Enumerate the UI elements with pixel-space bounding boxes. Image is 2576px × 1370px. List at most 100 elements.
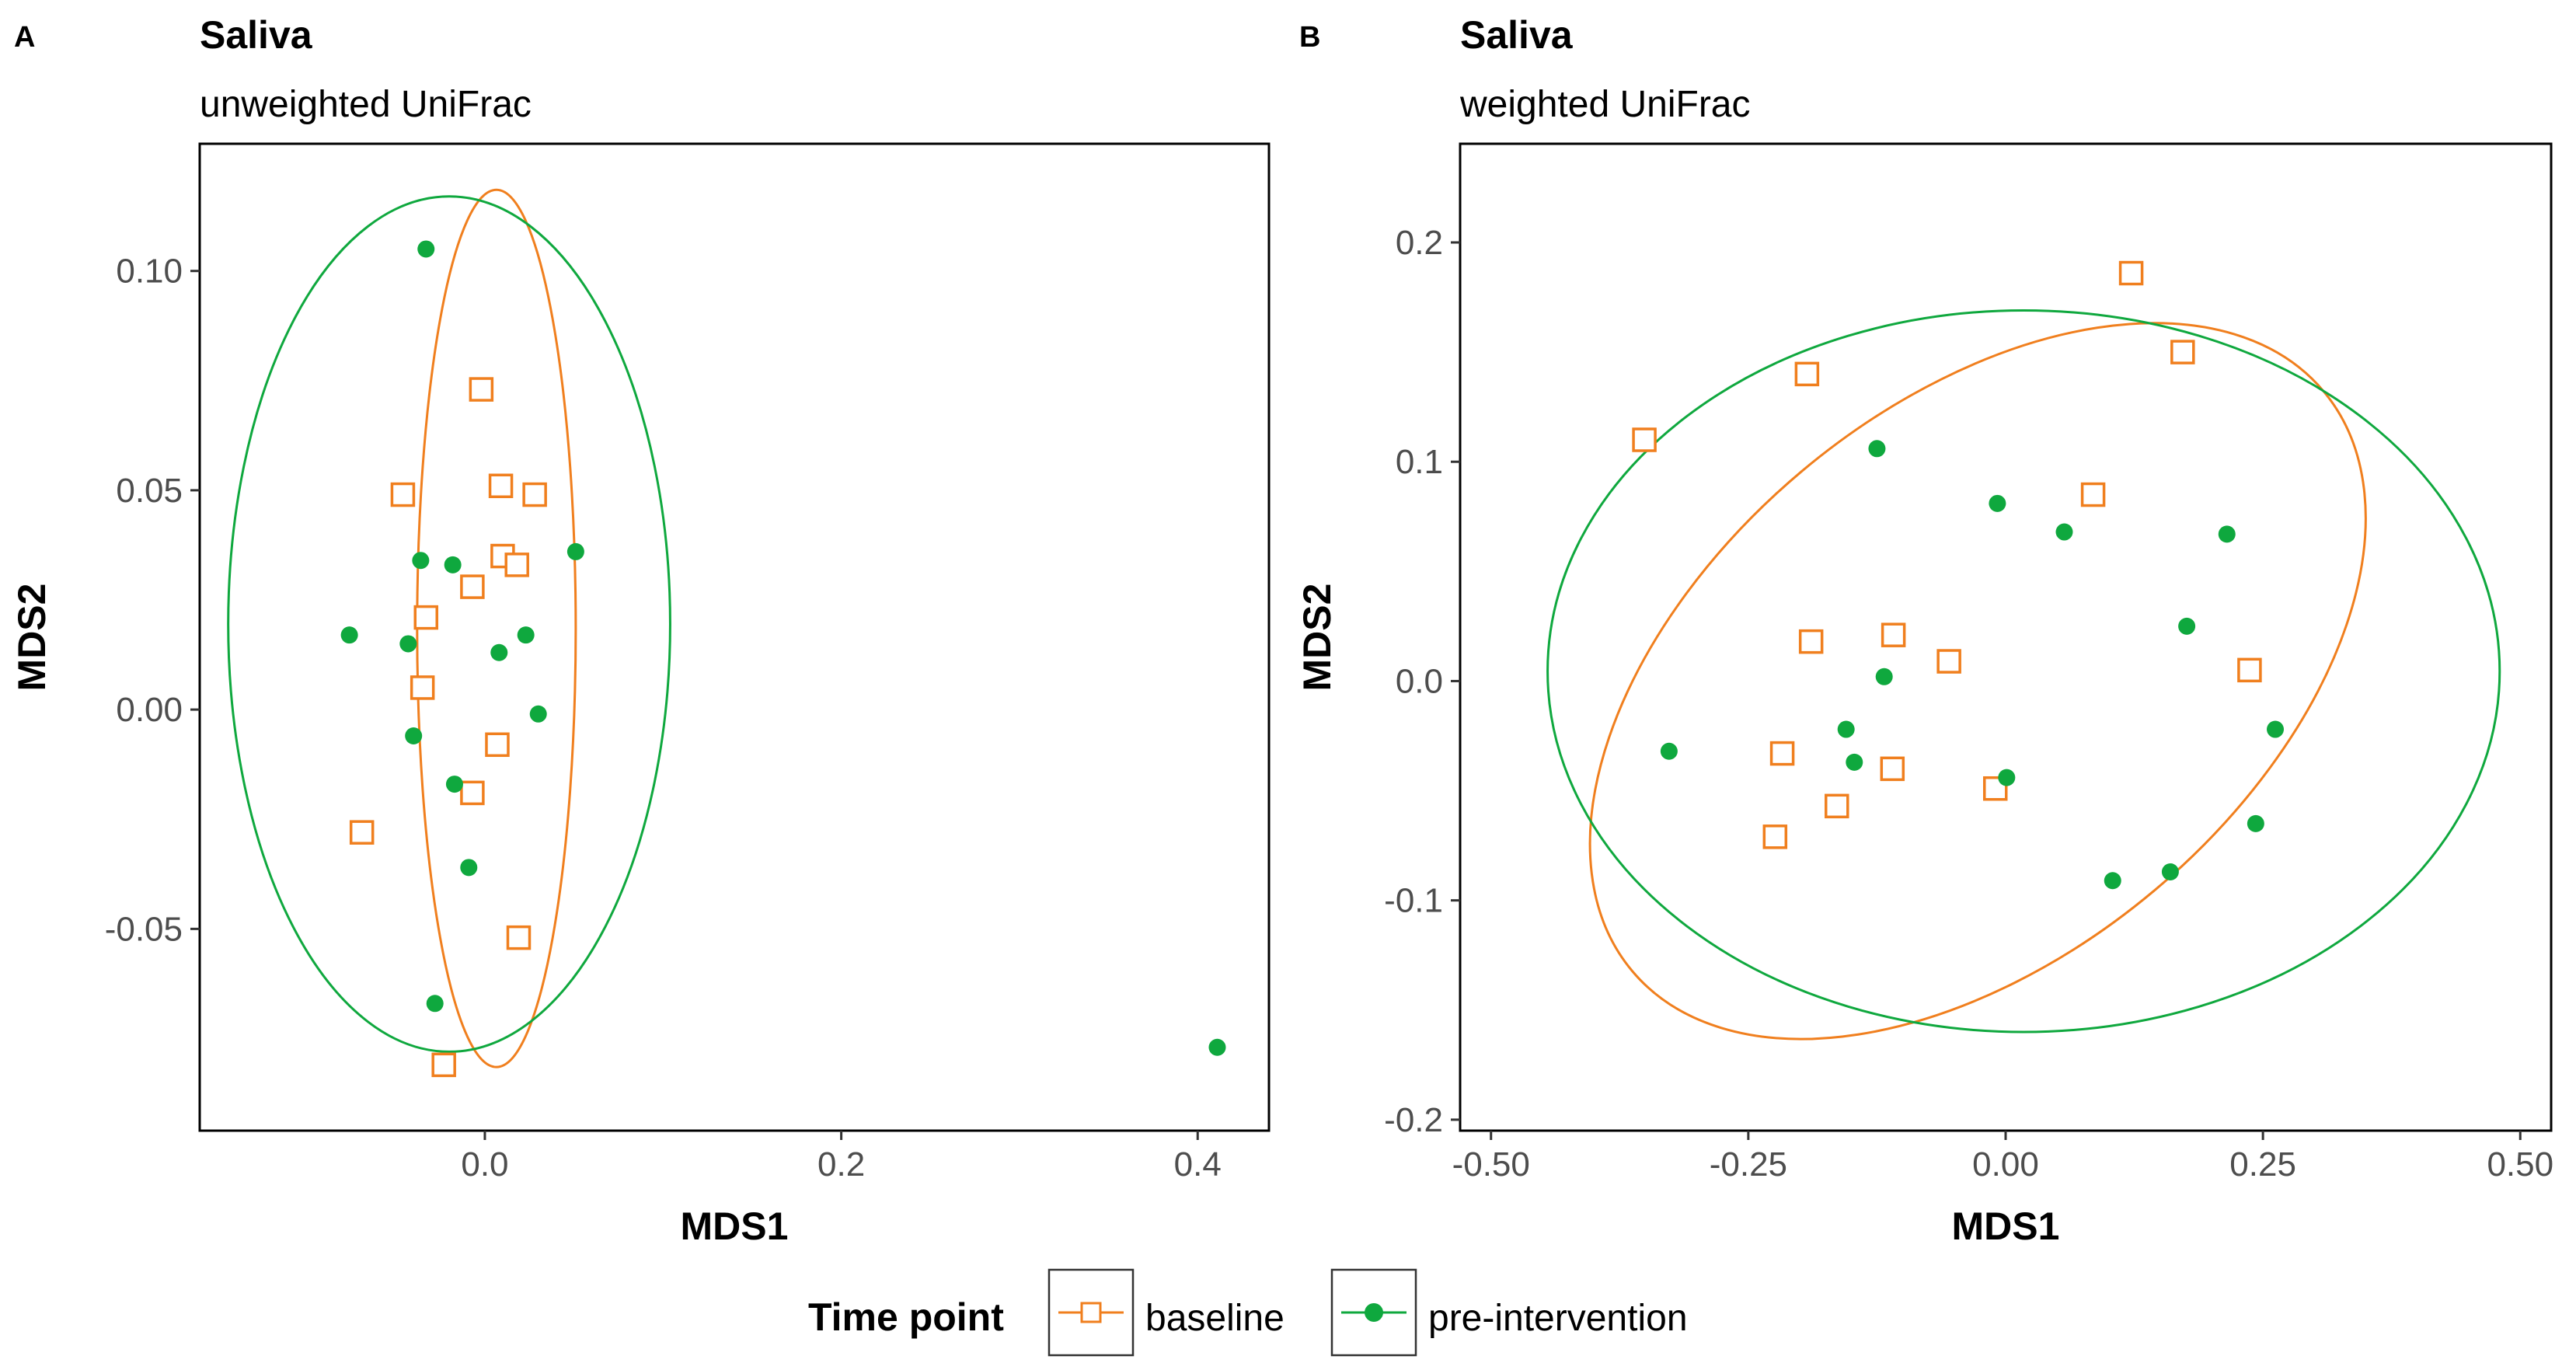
legend-label-baseline: baseline [1145, 1298, 1285, 1339]
panel-a-point-baseline [410, 675, 435, 700]
panel-b-point-baseline [1762, 824, 1788, 849]
panel-a-point-pre-intervention [517, 626, 535, 644]
panel-a-plot-bg [200, 144, 1269, 1131]
panel-b-points [1632, 260, 2285, 890]
panel-b-point-pre-intervention [1837, 720, 1855, 738]
panel-b-subtitle: weighted UniFrac [1459, 84, 1751, 125]
panel-b-point-pre-intervention [2178, 617, 2196, 635]
panel-a-points [340, 240, 1226, 1078]
panel-b-ellipse-pre-intervention [1546, 309, 2501, 1034]
panel-a-point-pre-intervention [460, 859, 478, 877]
panel-a-point-baseline [522, 482, 547, 507]
panel-b-point-baseline [1798, 629, 1824, 654]
legend-key-square-icon [1080, 1302, 1102, 1323]
panel-a-plot-border [198, 142, 1271, 1132]
panel-b-x-axis-label: MDS1 [1952, 1204, 2060, 1248]
panel-b-point-baseline [2080, 482, 2106, 507]
panel-a-point-pre-intervention [340, 626, 358, 644]
panel-a-point-baseline [390, 482, 416, 507]
legend: Time point baseline pre-intervention [808, 1268, 1688, 1357]
panel-b-point-baseline [1769, 741, 1795, 766]
panel-a-point-baseline [469, 377, 494, 402]
panel-b-point-pre-intervention [2247, 814, 2264, 832]
panel-a: A Saliva unweighted UniFrac -0.05 0.00 0.05 0.… [10, 13, 1271, 1248]
panel-b-point-baseline [1936, 649, 1961, 674]
panel-a-point-baseline [504, 553, 529, 577]
panel-a-xtick-label: 0.2 [817, 1145, 865, 1183]
panel-b-point-baseline [1880, 756, 1905, 782]
panel-a-x-axis-label: MDS1 [681, 1204, 789, 1248]
legend-key-circle-icon [1365, 1303, 1383, 1322]
panel-b-point-pre-intervention [2267, 720, 2285, 738]
panel-b-point-pre-intervention [1989, 494, 2006, 512]
panel-a-point-baseline [506, 925, 532, 950]
panel-a-point-baseline [431, 1052, 456, 1078]
panel-b-point-pre-intervention [2218, 525, 2236, 543]
panel-b-plot-bg [1460, 144, 2551, 1131]
panel-a-ytick-label: 0.00 [116, 691, 183, 729]
panel-a-ytick-label: 0.05 [116, 472, 183, 510]
legend-label-pre-intervention: pre-intervention [1428, 1298, 1688, 1339]
panel-a-subtitle: unweighted UniFrac [200, 84, 532, 125]
legend-key-box-pre-intervention [1330, 1268, 1417, 1357]
panel-b-label: B [1299, 21, 1320, 54]
panel-b-point-baseline [1632, 427, 1657, 452]
panel-a-ytick-label: -0.05 [105, 910, 183, 948]
panel-b-point-baseline [1881, 622, 1906, 647]
panel-b-ytick-label: -0.1 [1384, 882, 1443, 920]
panel-b-xtick-label: 0.25 [2229, 1145, 2296, 1183]
panel-b-ytick-label: 0.1 [1396, 443, 1443, 481]
panel-b-point-pre-intervention [1875, 668, 1893, 685]
panel-b-point-pre-intervention [2104, 872, 2121, 890]
panel-b-point-baseline [1983, 776, 2008, 801]
legend-title: Time point [808, 1295, 1004, 1339]
panel-a-point-pre-intervention [490, 643, 508, 661]
panel-a-ellipse-pre-intervention [227, 195, 671, 1053]
panel-b-xtick-label: 0.50 [2487, 1145, 2553, 1183]
panel-b-point-pre-intervention [1660, 742, 1678, 760]
panel-b-title: Saliva [1460, 13, 1574, 57]
panel-a-title: Saliva [200, 13, 313, 57]
panel-a-point-pre-intervention [566, 542, 584, 560]
panel-b-ellipses [1546, 309, 2501, 1041]
panel-a-point-baseline [460, 574, 485, 599]
panel-a-point-pre-intervention [417, 240, 435, 258]
panel-a-point-pre-intervention [405, 727, 423, 744]
panel-b-point-baseline [2170, 340, 2195, 364]
panel-a-point-baseline [485, 732, 510, 758]
panel-b-point-baseline [2237, 657, 2262, 683]
legend-key-box-baseline [1047, 1268, 1135, 1357]
panel-a-point-pre-intervention [1208, 1038, 1226, 1056]
panel-a-point-pre-intervention [412, 552, 430, 570]
panel-b-y-axis-label: MDS2 [1295, 584, 1339, 692]
panel-b-xtick-label: -0.25 [1710, 1145, 1787, 1183]
panel-b-point-pre-intervention [1846, 753, 1863, 771]
panel-a-point-baseline [349, 820, 375, 845]
panel-a-y-axis-label: MDS2 [10, 584, 54, 692]
panel-a-point-pre-intervention [426, 995, 444, 1013]
panel-b-point-pre-intervention [2055, 523, 2073, 541]
panel-a-point-pre-intervention [444, 556, 462, 573]
panel-b-point-baseline [2118, 260, 2144, 286]
panel-a-point-baseline [488, 473, 514, 499]
panel-a-point-pre-intervention [445, 776, 463, 793]
panel-b-ytick-label: 0.2 [1396, 224, 1443, 262]
panel-b: B Saliva weighted UniFrac -0.2 -0.1 0.0 0.1 0.2… [1295, 13, 2553, 1248]
panel-a-ytick-label: 0.10 [116, 253, 183, 291]
panel-a-point-pre-intervention [529, 705, 547, 723]
panel-a-point-baseline [413, 605, 439, 630]
panel-b-ytick-label: 0.0 [1396, 662, 1443, 700]
panel-b-point-pre-intervention [1998, 769, 2016, 786]
panel-b-point-pre-intervention [1868, 440, 1886, 458]
panel-a-label: A [14, 21, 35, 54]
panel-a-xtick-label: 0.0 [461, 1145, 508, 1183]
panel-b-point-baseline [1825, 793, 1849, 819]
panel-b-point-baseline [1794, 361, 1820, 387]
panel-a-point-baseline [460, 780, 485, 806]
panel-b-xtick-label: 0.00 [1972, 1145, 2039, 1183]
panel-a-point-pre-intervention [399, 635, 417, 653]
panel-a-xtick-label: 0.4 [1174, 1145, 1222, 1183]
panel-b-ytick-label: -0.2 [1384, 1101, 1443, 1139]
panel-b-point-pre-intervention [2161, 863, 2179, 880]
